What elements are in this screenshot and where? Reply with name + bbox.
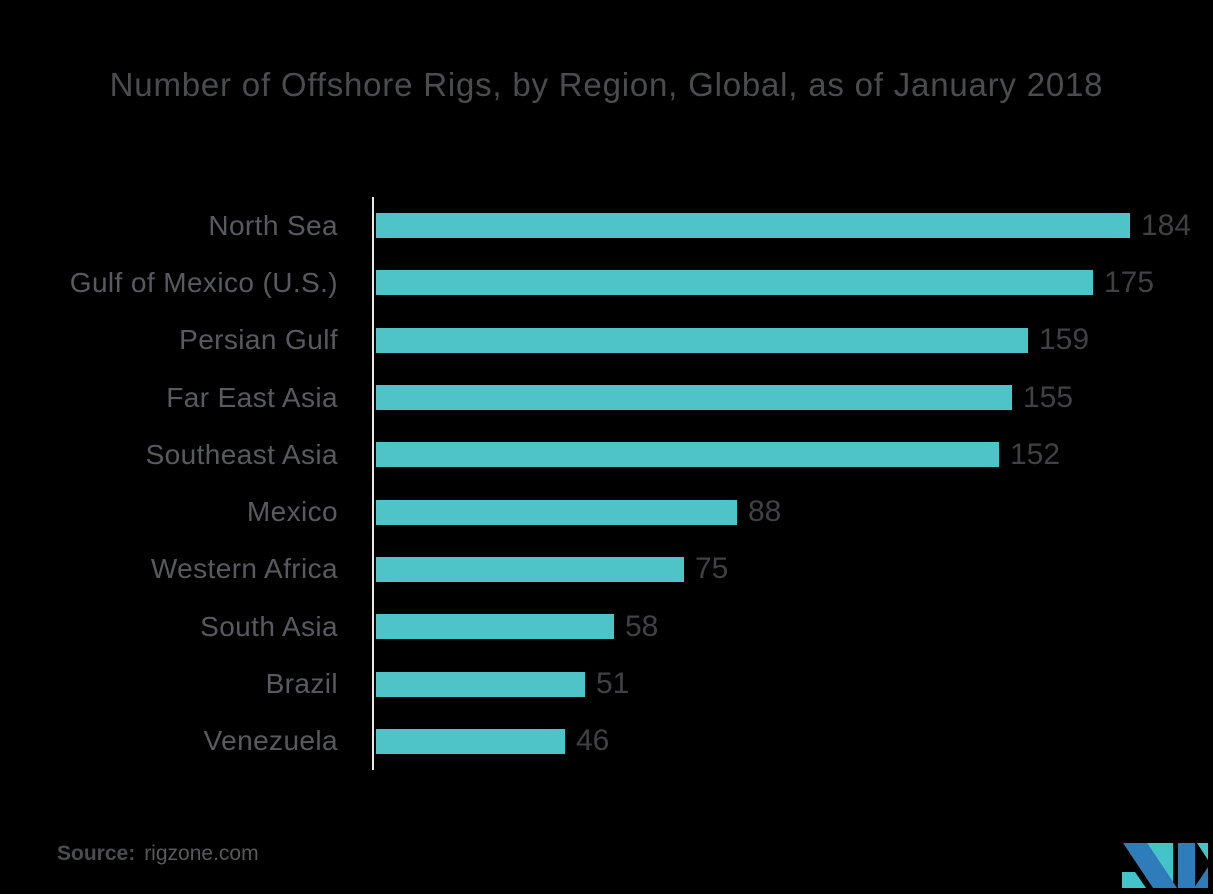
bar [376,385,1012,411]
category-label: Persian Gulf [179,324,338,356]
bar-row: South Asia 58 [0,598,1213,655]
source-label: Source: [57,842,136,865]
category-label: Venezuela [203,725,338,757]
category-label: North Sea [208,209,338,241]
mordor-intelligence-logo-icon [1122,843,1208,888]
value-label: 152 [1010,437,1061,471]
value-label: 51 [596,667,630,701]
bar-row: North Sea 184 [0,197,1213,254]
source-value: rigzone.com [144,842,259,865]
bar [376,556,684,582]
bar [376,213,1130,239]
bar-chart: North Sea 184 Gulf of Mexico (U.S.) 175 Pers… [0,197,1213,770]
bar-row: Gulf of Mexico (U.S.) 175 [0,254,1213,311]
bar-row: Mexico 88 [0,483,1213,540]
category-label: Western Africa [150,553,338,585]
category-label: Gulf of Mexico (U.S.) [69,266,338,298]
bar-rows: North Sea 184 Gulf of Mexico (U.S.) 175 Pers… [0,197,1213,770]
value-label: 159 [1039,323,1090,357]
value-label: 46 [576,724,610,758]
bar-row: Far East Asia 155 [0,369,1213,426]
value-label: 88 [748,495,782,529]
bar [376,671,585,697]
bar-row: Persian Gulf 159 [0,312,1213,369]
value-label: 175 [1104,265,1155,299]
value-label: 155 [1023,380,1074,414]
bar [376,728,565,754]
bar [376,614,614,640]
category-label: Brazil [265,668,338,700]
category-label: Southeast Asia [145,438,338,470]
category-label: Far East Asia [166,381,338,413]
bar [376,327,1028,353]
value-label: 184 [1141,208,1192,242]
bar-row: Southeast Asia 152 [0,426,1213,483]
bar [376,270,1093,296]
y-axis-line [372,197,374,770]
bar-row: Venezuela 46 [0,713,1213,770]
category-label: South Asia [200,610,338,642]
bar [376,499,737,525]
bar [376,442,999,468]
value-label: 75 [695,552,729,586]
chart-title: Number of Offshore Rigs, by Region, Glob… [109,66,1104,103]
bar-row: Brazil 51 [0,655,1213,712]
value-label: 58 [625,609,659,643]
source-line: Source: rigzone.com [57,842,259,866]
category-label: Mexico [246,496,338,528]
bar-row: Western Africa 75 [0,541,1213,598]
